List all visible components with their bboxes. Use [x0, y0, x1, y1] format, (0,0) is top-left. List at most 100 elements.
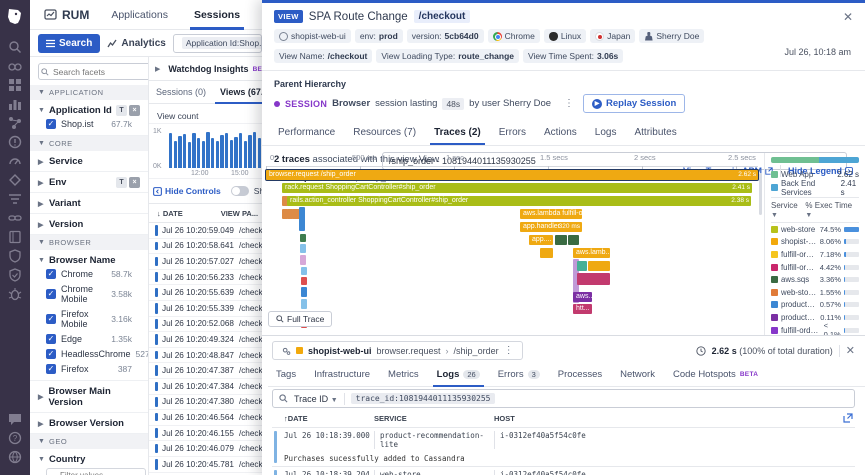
trace-span-rack.request[interactable]: rack.request ShoppingCartController#ship… [282, 183, 752, 193]
trace-span[interactable] [588, 261, 610, 271]
trace-span[interactable] [301, 277, 307, 285]
view-list-row[interactable]: Jul 26 10:20:46.564/checkout [149, 410, 262, 426]
facet-header[interactable]: ▼ Country [38, 454, 140, 465]
tab-sessions[interactable]: Sessions (0) [156, 87, 207, 97]
facet-value-chrome[interactable]: ✓ Chrome 58.7k [38, 266, 140, 281]
attribute-pill-chrome[interactable]: Chrome [487, 29, 540, 43]
facet-group-core[interactable]: ▼ CORE [30, 136, 148, 151]
view-list-row[interactable]: Jul 26 10:20:55.339/checkout [149, 301, 262, 317]
rum-icon[interactable] [8, 154, 22, 168]
checkbox-checked-icon[interactable]: ✓ [46, 118, 56, 129]
rum-product[interactable]: RUM [44, 8, 89, 22]
trace-span-aws...[interactable]: aws... [573, 292, 592, 302]
facet-value-firefox[interactable]: ✓ Firefox 387 [38, 361, 140, 376]
close-span-detail-icon[interactable]: ✕ [845, 345, 855, 357]
trace-span[interactable] [287, 209, 293, 219]
trace-id-query[interactable]: trace_id:1081944011135930255 [350, 393, 496, 404]
span-tab-code-hotspots[interactable]: Code Hotspots BETA [665, 364, 766, 386]
tab-logs[interactable]: Logs [594, 127, 617, 138]
trace-span-htt...[interactable]: htt... [573, 304, 592, 314]
log-row[interactable]: Jul 26 10:18:39.000 product-recommendatio… [272, 427, 855, 466]
span-breadcrumb[interactable]: shopist-web-ui browser.request › /ship_o… [272, 341, 523, 360]
bug-icon[interactable] [8, 287, 22, 301]
search-icon[interactable] [8, 40, 22, 54]
datadog-logo[interactable] [5, 6, 25, 26]
trace-span-aws.lamb...[interactable]: aws.lamb... [573, 248, 610, 258]
compliance-icon[interactable] [8, 268, 22, 282]
watchdog-insights[interactable]: ▶ Watchdog Insights BETA [149, 57, 262, 81]
facet-header[interactable]: ▼ Application Id T × [38, 105, 140, 116]
security-icon[interactable] [8, 249, 22, 263]
metrics-icon[interactable] [8, 97, 22, 111]
hide-legend-link[interactable]: Hide Legend [788, 166, 853, 176]
log-service-header[interactable]: SERVICE [374, 414, 407, 423]
error-tracking-icon[interactable] [8, 135, 22, 149]
service-row-product-recom[interactable]: product-recom...0.11% [771, 311, 859, 324]
attribute-pill-version[interactable]: version: 5cb64d0 [406, 29, 484, 43]
trace-span[interactable] [573, 259, 579, 303]
log-search-bar[interactable]: Trace ID ▼ trace_id:1081944011135930255 [272, 389, 855, 408]
full-trace-button[interactable]: Full Trace [268, 311, 333, 327]
session-label[interactable]: SESSION [285, 98, 328, 109]
log-row[interactable]: Jul 26 10:18:39.204 web-store i-0312ef40a5… [272, 466, 855, 475]
nav-item-applications[interactable]: Applications [111, 8, 168, 21]
session-menu-icon[interactable]: ⋮ [564, 98, 575, 109]
trace-span[interactable] [282, 209, 288, 219]
view-list-row[interactable]: Jul 26 10:20:56.233/checkout [149, 270, 262, 286]
view-list-row[interactable]: Jul 26 10:20:52.068/checkout [149, 317, 262, 333]
facet-value-shop.ist[interactable]: ✓ Shop.ist 67.7k [38, 116, 140, 131]
service-row-product-recom[interactable]: product-recom...0.57% [771, 299, 859, 312]
service-row-web-store-mon[interactable]: web-store-mon...1.55% [771, 286, 859, 299]
tab-errors[interactable]: Errors [498, 127, 526, 138]
view-count-chart[interactable]: 1K 0K 12:00 15:00 [149, 126, 262, 178]
attribute-pill-japan[interactable]: Japan [590, 29, 636, 43]
trace-span[interactable] [577, 273, 610, 285]
checkbox-checked-icon[interactable]: ✓ [46, 333, 56, 344]
search-facets-input[interactable] [38, 63, 148, 80]
facet-value-edge[interactable]: ✓ Edge 1.35k [38, 331, 140, 346]
view-path-column-header[interactable]: VIEW PA... [220, 209, 259, 218]
trace-span[interactable] [301, 287, 307, 297]
facet-group-geo[interactable]: ▼ GEO [30, 434, 148, 449]
query-filter-chip[interactable]: Application Id:Shop.ist× [181, 37, 261, 49]
trace-span[interactable] [540, 248, 553, 258]
service-row-shopist-web-ui[interactable]: shopist-web-ui8.06% [771, 236, 859, 249]
tab-views[interactable]: Views (67.7k) [213, 81, 262, 104]
span-tab-logs[interactable]: Logs 26 [429, 364, 488, 387]
trace-span-app.handler[interactable]: app.handler 320 ms [520, 222, 582, 232]
view-list-row[interactable]: Jul 26 10:20:48.847/checkout [149, 348, 262, 364]
apm-icon[interactable] [8, 116, 22, 130]
facet-clear-button[interactable]: × [129, 105, 140, 116]
log-date-header[interactable]: ↑ DATE [284, 414, 308, 423]
flame-scrollbar[interactable] [759, 173, 762, 215]
trace-span[interactable] [299, 207, 305, 231]
notebooks-icon[interactable] [8, 230, 22, 244]
trace-span[interactable] [300, 234, 306, 242]
view-list-row[interactable]: Jul 26 10:20:47.387/checkout [149, 363, 262, 379]
analytics-mode-button[interactable]: Analytics [100, 34, 172, 53]
hide-controls-button[interactable]: Hide Controls [153, 186, 221, 196]
service-row-fulfill-orders-ap[interactable]: fulfill-orders-ap...4.42% [771, 261, 859, 274]
view-list-row[interactable]: Jul 26 10:20:57.027/checkout [149, 254, 262, 270]
facet-value-chrome-mobile[interactable]: ✓ Chrome Mobile 3.58k [38, 281, 140, 306]
span-tab-tags[interactable]: Tags [268, 364, 304, 386]
span-tab-processes[interactable]: Processes [550, 364, 610, 386]
trace-span-app....[interactable]: app.... [529, 235, 553, 245]
facet-header[interactable]: ▶ Browser Version [38, 418, 140, 429]
checkbox-checked-icon[interactable]: ✓ [46, 288, 56, 299]
tab-attributes[interactable]: Attributes [634, 127, 677, 138]
facet-group-application[interactable]: ▼ APPLICATION [30, 85, 148, 100]
attribute-pill-env[interactable]: env: prod [354, 29, 403, 43]
view-attr-pill[interactable]: View Loading Type: route_change [376, 49, 519, 63]
show-toggle[interactable] [230, 186, 249, 196]
view-attr-pill[interactable]: View Time Spent: 3.06s [523, 49, 624, 63]
facet-value-firefox-mobile[interactable]: ✓ Firefox Mobile 3.16k [38, 306, 140, 331]
span-tab-network[interactable]: Network [612, 364, 663, 386]
trace-span[interactable] [300, 255, 306, 265]
facet-header[interactable]: ▶ Variant [38, 198, 140, 209]
org-icon[interactable] [8, 450, 22, 464]
help-icon[interactable]: ? [8, 431, 22, 445]
facet-top-values-button[interactable]: T [116, 105, 127, 116]
span-tab-infrastructure[interactable]: Infrastructure [306, 364, 378, 386]
view-list-row[interactable]: Jul 26 10:20:47.384/checkout [149, 379, 262, 395]
